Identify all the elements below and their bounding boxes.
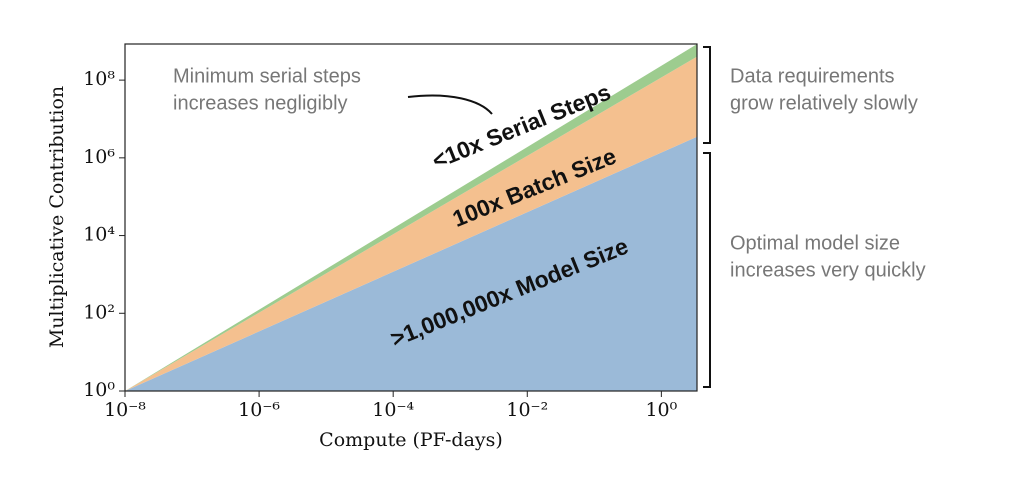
x-tick-label: 10⁻⁸	[104, 399, 146, 421]
annotation: increases very quickly	[730, 259, 926, 281]
x-axis-label: Compute (PF-days)	[319, 429, 503, 451]
y-tick-label: 10⁸	[83, 68, 115, 90]
annotation-arrow	[407, 94, 493, 115]
annotation: Minimum serial steps	[173, 65, 361, 87]
x-tick-label: 10⁻²	[506, 399, 548, 421]
x-tick-label: 10⁻⁴	[372, 399, 414, 421]
y-axis-label: Multiplicative Contribution	[46, 86, 68, 348]
bracket	[703, 152, 711, 388]
area	[125, 44, 697, 392]
annotation: Optimal model size	[730, 232, 900, 254]
y-tick-label: 10⁶	[83, 146, 115, 168]
annotation: increases negligibly	[173, 92, 348, 114]
x-tick-label: 10⁻⁶	[238, 399, 280, 421]
y-tick-label: 10⁰	[83, 379, 115, 401]
y-tick-label: 10²	[83, 301, 115, 323]
x-tick-label: 10⁰	[645, 399, 677, 421]
annotation: Data requirements	[730, 65, 895, 87]
plot-area	[125, 44, 697, 392]
annotation: grow relatively slowly	[730, 92, 918, 114]
y-tick-label: 10⁴	[83, 224, 115, 246]
bracket	[703, 46, 711, 144]
axes-frame	[124, 43, 698, 392]
